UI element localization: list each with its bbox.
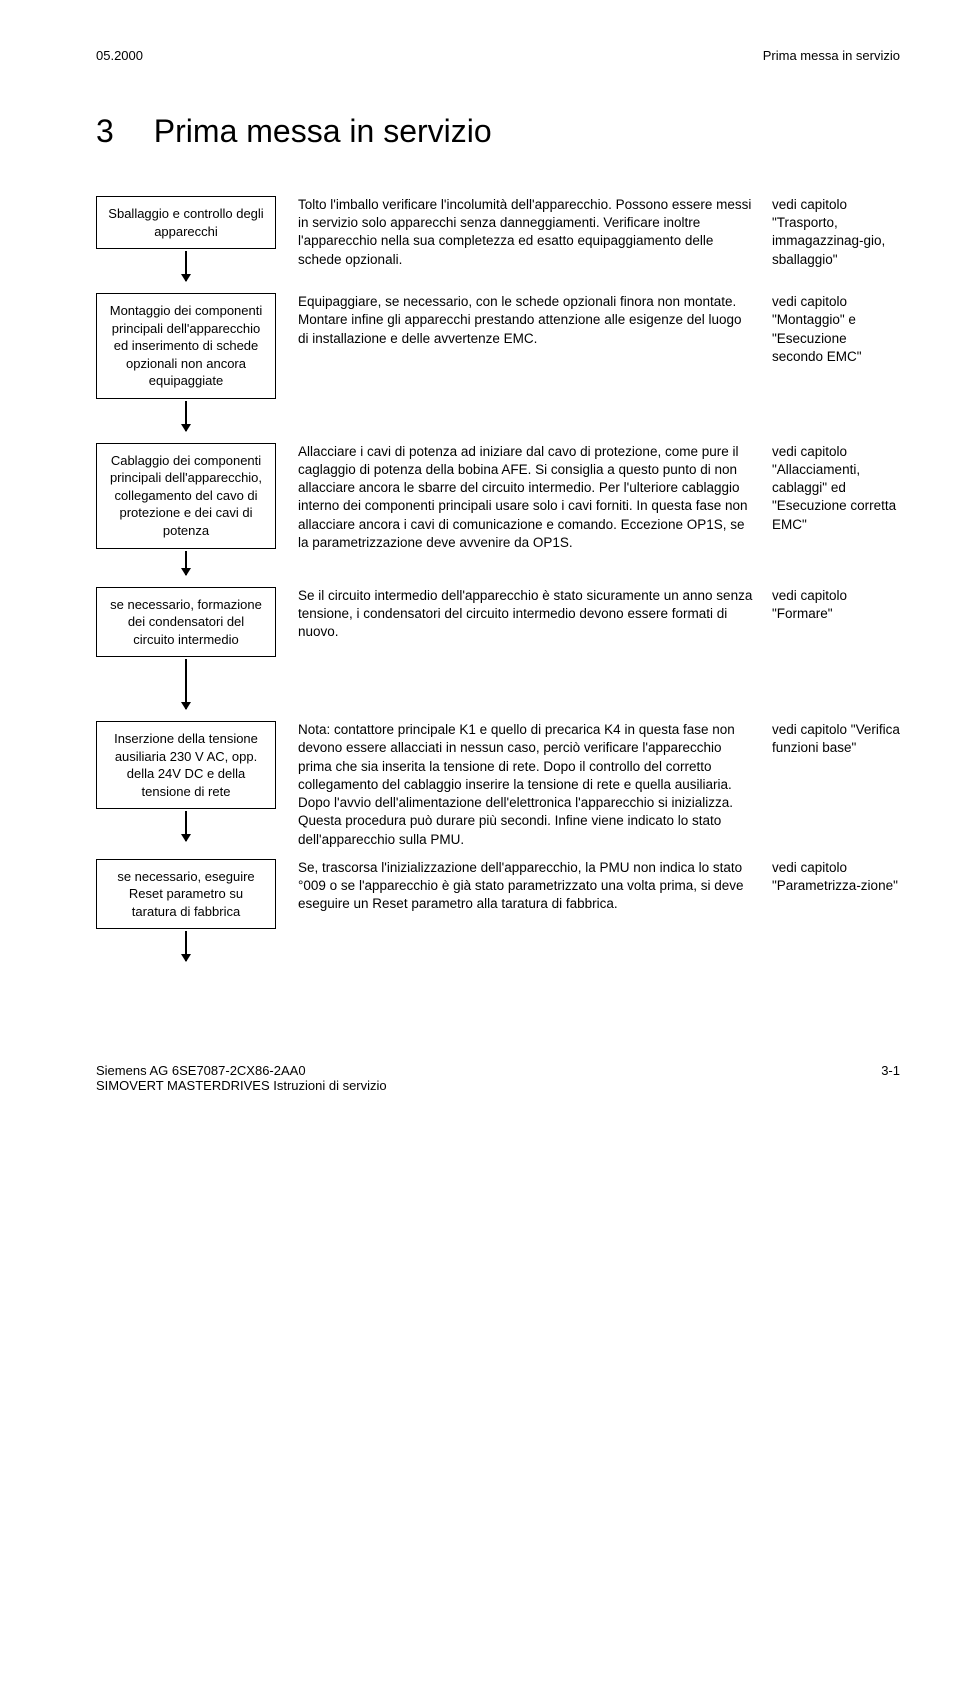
flow-box: Sballaggio e controllo degli apparecchi xyxy=(96,196,276,249)
flow-description: Equipaggiare, se necessario, con le sche… xyxy=(276,293,772,348)
flow-left-col: Inserzione della tensione ausiliaria 230… xyxy=(96,721,276,843)
flow-left-col: Montaggio dei componenti principali dell… xyxy=(96,293,276,433)
flow-left-col: Sballaggio e controllo degli apparecchi xyxy=(96,196,276,283)
chapter-number: 3 xyxy=(96,113,114,150)
flow-box: Montaggio dei componenti principali dell… xyxy=(96,293,276,399)
flow-row: Inserzione della tensione ausiliaria 230… xyxy=(96,721,900,849)
flow-arrow-icon xyxy=(185,931,187,961)
flow-arrow-icon xyxy=(185,659,187,709)
flow-arrow-icon xyxy=(185,811,187,841)
flow-box: se necessario, formazione dei condensato… xyxy=(96,587,276,658)
footer-right: 3-1 xyxy=(881,1063,900,1093)
flow-box: se necessario, eseguire Reset parametro … xyxy=(96,859,276,930)
flowchart: Sballaggio e controllo degli apparecchiT… xyxy=(96,196,900,963)
flow-reference: vedi capitolo "Verifica funzioni base" xyxy=(772,721,900,757)
flow-row: se necessario, eseguire Reset parametro … xyxy=(96,859,900,964)
flow-reference: vedi capitolo "Trasporto, immagazzinag-g… xyxy=(772,196,900,269)
header-left: 05.2000 xyxy=(96,48,143,63)
header-right: Prima messa in servizio xyxy=(763,48,900,63)
footer-left-line2: SIMOVERT MASTERDRIVES Istruzioni di serv… xyxy=(96,1078,387,1093)
flow-description: Nota: contattore principale K1 e quello … xyxy=(276,721,772,849)
flow-left-col: Cablaggio dei componenti principali dell… xyxy=(96,443,276,577)
flow-row: Sballaggio e controllo degli apparecchiT… xyxy=(96,196,900,283)
flow-arrow-icon xyxy=(185,551,187,575)
flow-row: Cablaggio dei componenti principali dell… xyxy=(96,443,900,577)
flow-box: Inserzione della tensione ausiliaria 230… xyxy=(96,721,276,809)
flow-description: Tolto l'imballo verificare l'incolumità … xyxy=(276,196,772,269)
flow-reference: vedi capitolo "Formare" xyxy=(772,587,900,623)
flow-row: Montaggio dei componenti principali dell… xyxy=(96,293,900,433)
chapter-title: 3 Prima messa in servizio xyxy=(96,113,900,150)
flow-box: Cablaggio dei componenti principali dell… xyxy=(96,443,276,549)
flow-description: Se il circuito intermedio dell'apparecch… xyxy=(276,587,772,642)
footer-left: Siemens AG 6SE7087-2CX86-2AA0 SIMOVERT M… xyxy=(96,1063,387,1093)
flow-left-col: se necessario, eseguire Reset parametro … xyxy=(96,859,276,964)
flow-left-col: se necessario, formazione dei condensato… xyxy=(96,587,276,712)
flow-description: Se, trascorsa l'inizializzazione dell'ap… xyxy=(276,859,772,914)
flow-reference: vedi capitolo "Parametrizza-zione" xyxy=(772,859,900,895)
flow-reference: vedi capitolo "Allacciamenti, cablaggi" … xyxy=(772,443,900,534)
flow-arrow-icon xyxy=(185,251,187,281)
page-footer: Siemens AG 6SE7087-2CX86-2AA0 SIMOVERT M… xyxy=(0,1063,960,1123)
flow-description: Allacciare i cavi di potenza ad iniziare… xyxy=(276,443,772,552)
page-header: 05.2000 Prima messa in servizio xyxy=(96,48,900,63)
flow-arrow-icon xyxy=(185,401,187,431)
chapter-text: Prima messa in servizio xyxy=(154,113,492,149)
flow-row: se necessario, formazione dei condensato… xyxy=(96,587,900,712)
footer-left-line1: Siemens AG 6SE7087-2CX86-2AA0 xyxy=(96,1063,387,1078)
flow-reference: vedi capitolo "Montaggio" e "Esecuzione … xyxy=(772,293,900,366)
